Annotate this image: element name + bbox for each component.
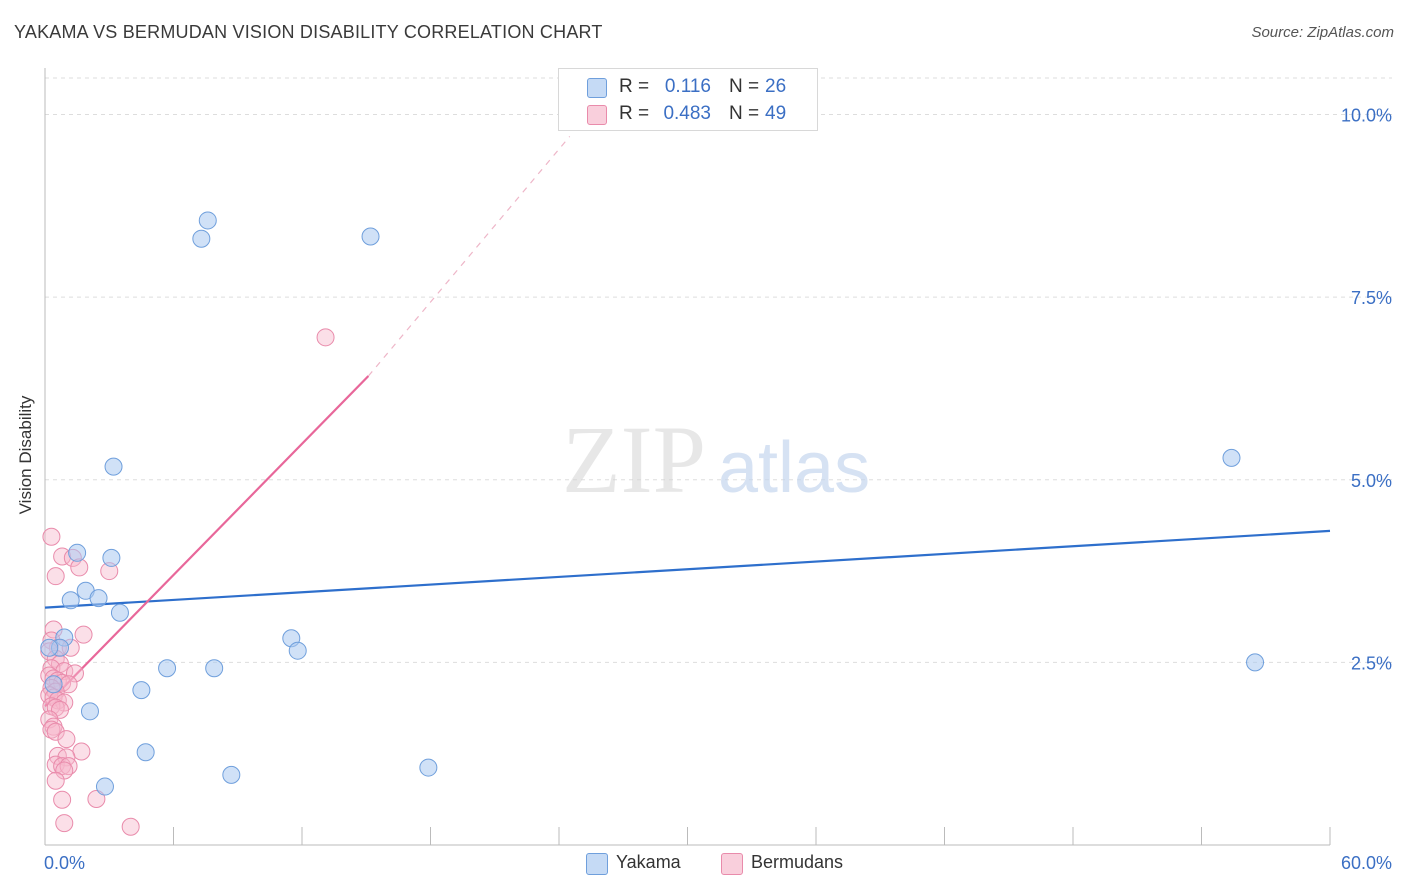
- legend-r-label: R =: [619, 76, 650, 97]
- point-yakama: [361, 227, 380, 246]
- y-axis-label: Vision Disability: [16, 395, 35, 515]
- point-bermudans: [72, 742, 91, 761]
- point-yakama: [95, 777, 114, 796]
- trendlines: [44, 136, 1331, 707]
- grid-lines: [45, 77, 1392, 663]
- tick-labels: 2.5% 5.0% 7.5% 10.0% 0.0% 60.0%: [44, 106, 1392, 873]
- legend-n-label: N =: [729, 103, 760, 124]
- point-yakama: [61, 591, 80, 610]
- data-points: [40, 211, 1265, 836]
- point-yakama: [1222, 448, 1241, 467]
- y-tick-label: 7.5%: [1351, 288, 1392, 308]
- series-legend: Yakama Bermudans: [0, 851, 1406, 877]
- legend-r-label: R =: [619, 103, 650, 124]
- watermark-zip: ZIP: [562, 406, 706, 513]
- chart-title: YAKAMA VS BERMUDAN VISION DISABILITY COR…: [14, 22, 603, 42]
- y-tick-label: 5.0%: [1351, 471, 1392, 491]
- legend-r-value: 0.483: [663, 103, 711, 124]
- legend-n-label: N =: [729, 76, 760, 97]
- point-bermudans: [46, 567, 65, 586]
- point-bermudans: [55, 814, 74, 833]
- point-yakama: [68, 543, 87, 562]
- watermark-atlas: atlas: [718, 428, 870, 508]
- legend-swatch-yakama: [587, 78, 607, 98]
- point-bermudans: [53, 790, 72, 809]
- point-yakama: [136, 743, 155, 762]
- point-bermudans: [42, 527, 61, 546]
- y-tick-label: 10.0%: [1341, 106, 1392, 126]
- point-yakama: [1246, 653, 1265, 672]
- series-label-bermudans: Bermudans: [751, 852, 844, 872]
- y-tick-label: 2.5%: [1351, 653, 1392, 673]
- legend-row-yakama: R = 0.116 N = 26: [559, 74, 817, 100]
- trendline-bermudans: [44, 375, 370, 707]
- x-tick-label: 0.0%: [44, 853, 85, 873]
- point-bermudans: [46, 722, 65, 741]
- point-yakama: [192, 229, 211, 248]
- point-bermudans: [316, 328, 335, 347]
- series-label-yakama: Yakama: [616, 852, 681, 872]
- x-tick-label: 60.0%: [1341, 853, 1392, 873]
- series-swatch-bermudans: [721, 853, 743, 875]
- point-bermudans: [57, 730, 76, 749]
- point-yakama: [205, 659, 224, 678]
- legend-row-bermudans: R = 0.483 N = 49: [559, 101, 817, 127]
- point-yakama: [80, 702, 99, 721]
- point-yakama: [132, 681, 151, 700]
- point-yakama: [102, 548, 121, 567]
- axes: [44, 68, 1331, 846]
- point-yakama: [89, 589, 108, 608]
- point-bermudans: [46, 771, 65, 790]
- point-yakama: [288, 641, 307, 660]
- point-yakama: [40, 638, 59, 657]
- point-bermudans: [65, 664, 84, 683]
- source-label: Source: ZipAtlas.com: [1251, 24, 1394, 41]
- point-yakama: [198, 211, 217, 230]
- point-bermudans: [121, 817, 140, 836]
- correlation-legend: R = 0.116 N = 26 R = 0.483 N = 49: [558, 68, 818, 131]
- point-yakama: [110, 603, 129, 622]
- series-swatch-yakama: [586, 853, 608, 875]
- point-yakama: [419, 758, 438, 777]
- legend-swatch-bermudans: [587, 105, 607, 125]
- trendline-bermudans-extension: [367, 136, 571, 377]
- point-yakama: [222, 765, 241, 784]
- point-bermudans: [87, 789, 106, 808]
- point-yakama: [44, 675, 63, 694]
- trendline-yakama: [44, 529, 1331, 609]
- point-yakama: [158, 659, 177, 678]
- legend-n-value: 49: [765, 103, 787, 124]
- point-bermudans: [74, 625, 93, 644]
- point-bermudans: [57, 748, 76, 767]
- legend-n-value: 26: [765, 76, 787, 97]
- watermark: ZIP atlas: [562, 406, 870, 513]
- point-yakama: [104, 457, 123, 476]
- legend-r-value: 0.116: [664, 76, 711, 97]
